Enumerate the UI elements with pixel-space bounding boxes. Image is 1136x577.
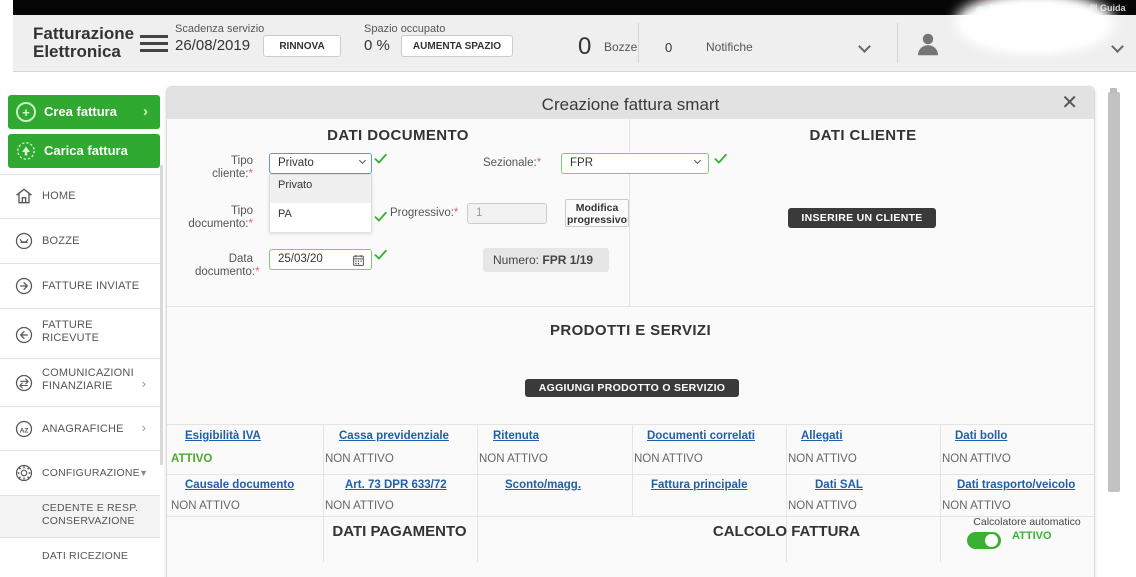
svg-text:AZ: AZ — [20, 427, 29, 434]
